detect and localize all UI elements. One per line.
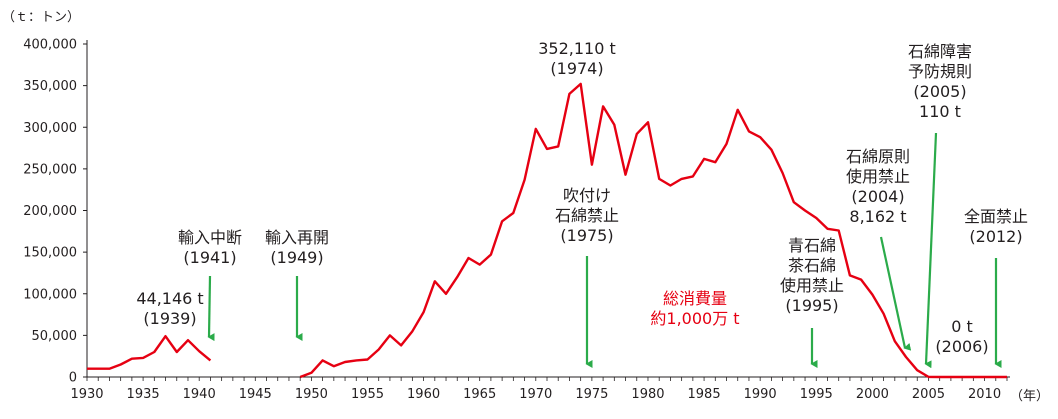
y-tick-label: 300,000 <box>23 121 77 136</box>
event-arrow <box>924 132 938 369</box>
x-tick-label: 2000 <box>856 387 889 402</box>
annotation-line: 輸入中断 <box>178 228 242 247</box>
annotation-line: (1974) <box>550 59 603 78</box>
y-tick-label: 250,000 <box>23 162 77 177</box>
annotation-line: 石綿原則 <box>846 147 910 166</box>
annotation-line: 全面禁止 <box>964 207 1028 226</box>
x-tick-label: 1990 <box>744 387 777 402</box>
annotation-text: 輸入中断(1941) <box>178 228 242 267</box>
x-tick-label: 1985 <box>688 387 721 402</box>
annotation-line: (2012) <box>969 227 1022 246</box>
annotation-text: 吹付け石綿禁止(1975) <box>555 186 619 245</box>
y-tick-label: 50,000 <box>32 329 78 344</box>
annotation-line: 茶石綿 <box>788 256 836 275</box>
annotation-line: 8,162 t <box>849 207 906 226</box>
x-tick-label: 1965 <box>463 387 496 402</box>
annotation-text: 全面禁止(2012) <box>964 207 1028 246</box>
annotation-text: 輸入再開(1949) <box>265 228 329 267</box>
annotations: 44,146 t (1939) 輸入中断(1941) 輸入再開(1949) 352,11… <box>136 39 1028 356</box>
annotation-text: 総消費量約1,000万 t <box>650 289 739 328</box>
event-arrows <box>207 132 1002 369</box>
annotation-text: 352,110 t (1974) <box>538 39 616 78</box>
annotation-text: 44,146 t (1939) <box>136 289 203 328</box>
y-tick-label: 200,000 <box>23 204 77 219</box>
annotation-line: (2005) <box>913 82 966 101</box>
y-tick-label: 350,000 <box>23 79 77 94</box>
annotation-line: (1949) <box>270 248 323 267</box>
annotation-line: (2006) <box>935 337 988 356</box>
annotation-line: 石綿障害 <box>908 42 972 61</box>
annotation-line: 44,146 t <box>136 289 203 308</box>
y-tick-label: 100,000 <box>23 287 77 302</box>
series-line <box>299 82 1007 379</box>
annotation-line: (1975) <box>560 226 613 245</box>
x-tick-label: 1955 <box>351 387 384 402</box>
annotation-line: (1995) <box>785 296 838 315</box>
y-tick-label: 400,000 <box>23 38 77 53</box>
event-arrow <box>879 236 912 351</box>
annotation-text: 青石綿茶石綿使用禁止(1995) <box>780 236 844 315</box>
series-line <box>87 335 212 370</box>
y-axis-ticks: 0 50,000 100,000 150,000 200,000 250,000 300,0… <box>23 38 87 386</box>
annotation-line: 使用禁止 <box>780 276 844 295</box>
annotation-line: 石綿禁止 <box>555 206 619 225</box>
annotation-line: (2004) <box>851 187 904 206</box>
annotation-line: 輸入再開 <box>265 228 329 247</box>
annotation-line: 0 t <box>951 317 973 336</box>
annotation-line: 吹付け <box>563 186 611 205</box>
annotation-text: 石綿原則使用禁止(2004) 8,162 t <box>846 147 910 226</box>
annotation-line: 予防規則 <box>908 62 972 81</box>
x-axis-ticks: 1930 1935 1940 1945 1950 1955 1960 1965 1970 1975… <box>70 377 1008 402</box>
annotation-line: 約1,000万 t <box>650 309 739 328</box>
annotation-line: 110 t <box>919 102 961 121</box>
axes <box>86 40 1010 378</box>
annotation-line: (1941) <box>183 248 236 267</box>
annotation-text: 石綿障害予防規則(2005) 110 t <box>908 42 972 121</box>
annotation-line: 総消費量 <box>663 289 727 308</box>
y-tick-label: 150,000 <box>23 246 77 261</box>
x-tick-label: 1950 <box>295 387 328 402</box>
event-arrow <box>207 275 215 342</box>
annotation-line: 使用禁止 <box>846 167 910 186</box>
x-tick-label: 1935 <box>127 387 160 402</box>
x-tick-label: 1930 <box>70 387 103 402</box>
x-tick-label: 1980 <box>631 387 664 402</box>
y-unit-label: （ｔ：トン） <box>2 10 80 25</box>
x-tick-label: 1975 <box>575 387 608 402</box>
annotation-line: (1939) <box>143 309 196 328</box>
x-tick-label: 1960 <box>407 387 440 402</box>
x-tick-label: 2005 <box>912 387 945 402</box>
annotation-line: 352,110 t <box>538 39 616 58</box>
annotation-text: 0 t (2006) <box>935 317 988 356</box>
x-tick-label: 2010 <box>968 387 1001 402</box>
y-tick-label: 0 <box>69 371 77 386</box>
x-tick-label: 1940 <box>183 387 216 402</box>
consumption-series <box>87 82 1007 379</box>
annotation-line: 青石綿 <box>788 236 836 255</box>
x-tick-label: 1945 <box>239 387 272 402</box>
x-unit-label: （年） <box>1010 389 1049 404</box>
x-tick-label: 1995 <box>800 387 833 402</box>
x-tick-label: 1970 <box>519 387 552 402</box>
